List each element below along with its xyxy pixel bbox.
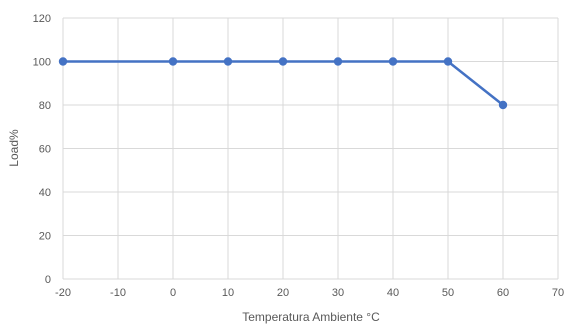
series-layer — [58, 57, 508, 110]
data-point — [223, 57, 233, 66]
y-tick-label: 60 — [39, 144, 51, 156]
x-tick-label: 10 — [222, 287, 234, 299]
y-tick-label: 0 — [45, 274, 51, 286]
x-axis-title: Temperatura Ambiente °C — [242, 310, 380, 324]
data-point — [498, 100, 508, 110]
data-point — [443, 57, 453, 66]
data-point — [388, 57, 398, 66]
x-tick-label: 60 — [497, 287, 509, 299]
grid — [62, 17, 559, 280]
x-tick-label: 50 — [442, 287, 454, 299]
x-tick-label: 70 — [552, 287, 564, 299]
series-line — [63, 60, 504, 106]
y-tick-label: 40 — [39, 187, 51, 199]
y-tick-label: 100 — [33, 57, 51, 69]
axes: 0 20 40 60 80 100 120 -20 -10 0 10 20 30 40 50 60 70 — [33, 13, 564, 299]
y-tick-label: 20 — [39, 231, 51, 243]
x-tick-label: 30 — [332, 287, 344, 299]
data-point — [333, 57, 343, 66]
x-tick-label: -10 — [110, 287, 126, 299]
x-tick-label: 0 — [170, 287, 176, 299]
y-axis-title: Load% — [7, 129, 21, 167]
data-point — [58, 57, 68, 66]
y-tick-label: 120 — [33, 13, 51, 25]
x-tick-label: 40 — [387, 287, 399, 299]
data-point — [278, 57, 288, 66]
y-tick-label: 80 — [39, 100, 51, 112]
data-point — [168, 57, 178, 66]
x-tick-label: 20 — [277, 287, 289, 299]
x-tick-label: -20 — [55, 287, 71, 299]
